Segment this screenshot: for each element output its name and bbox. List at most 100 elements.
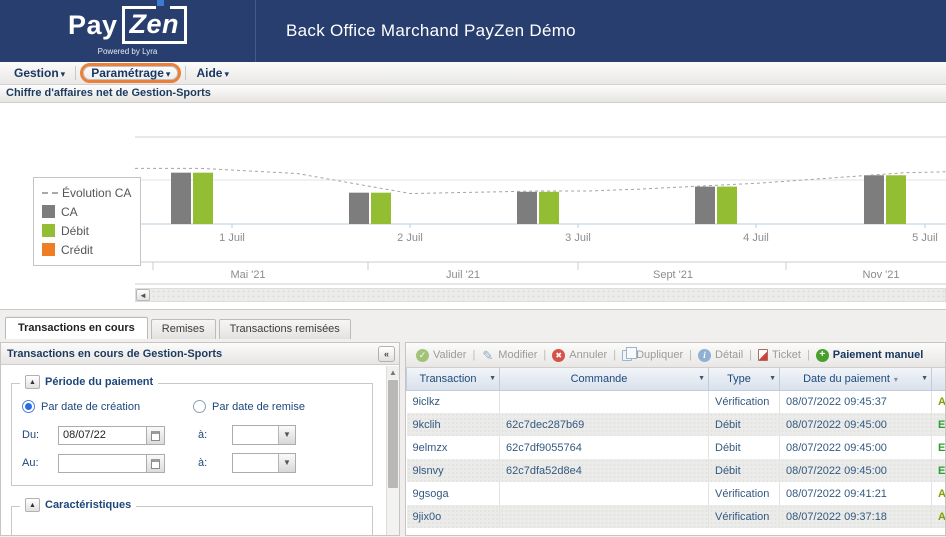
toolbar-separator: | xyxy=(749,349,752,361)
collapse-group-button[interactable]: ▲ xyxy=(25,498,40,512)
table-row[interactable]: 9iclkz Vérification 08/07/2022 09:45:37 A xyxy=(406,390,945,413)
transaction-cell: 9iclkz xyxy=(406,390,500,413)
column-filter-dropdown-icon[interactable]: ▼ xyxy=(921,375,928,382)
commande-cell: 62c7dec287b69 xyxy=(499,413,709,436)
date-from-input[interactable] xyxy=(58,425,146,445)
status-cell-truncated: E xyxy=(931,413,945,436)
group-caracteristiques-label: Caractéristiques xyxy=(45,499,132,511)
payzen-logo-text: Pay Zen xyxy=(68,0,188,44)
chevron-down-icon[interactable]: ▼ xyxy=(278,454,295,472)
toolbar-button-label: Ticket xyxy=(772,349,801,361)
column-filter-dropdown-icon[interactable]: ▼ xyxy=(489,375,496,382)
table-row[interactable]: 9lsnvy 62c7dfa52d8e4 Débit 08/07/2022 09:45… xyxy=(406,459,945,482)
table-row[interactable]: 9jix0o Vérification 08/07/2022 09:37:18 A xyxy=(406,505,945,528)
menu-parametrage[interactable]: Paramétrage ▾ xyxy=(91,66,171,80)
svg-text:Mai '21: Mai '21 xyxy=(230,269,265,281)
collapse-panel-button[interactable]: « xyxy=(378,345,395,362)
tab-bar: Transactions en cours Remises Transactions… xyxy=(0,317,946,339)
toolbar-separator: | xyxy=(613,349,617,361)
toolbar-button-modifier[interactable]: ✎ Modifier xyxy=(477,349,541,362)
column-header-date-du-paiement[interactable]: Date du paiement ▾ ▼ xyxy=(779,368,932,391)
commande-cell xyxy=(499,505,709,528)
tab-transactions-remis-es[interactable]: Transactions remisées xyxy=(218,319,351,339)
radio-button-icon[interactable] xyxy=(22,400,35,413)
radio-button-icon[interactable] xyxy=(193,400,206,413)
toolbar-button-annuler[interactable]: ✖ Annuler xyxy=(548,348,611,362)
date-cell: 08/07/2022 09:45:00 xyxy=(779,459,932,482)
scroll-left-arrow-icon[interactable]: ◄ xyxy=(136,289,150,301)
commande-cell xyxy=(499,482,709,505)
status-cell-truncated: A xyxy=(931,505,945,528)
toolbar-separator: | xyxy=(806,349,810,361)
type-cell: Vérification xyxy=(708,390,780,413)
svg-text:4 Juil: 4 Juil xyxy=(743,232,769,244)
revenue-chart: Évolution CA CA Débit Crédit 1 Juil 2 Juil 3 … xyxy=(0,103,946,310)
chevron-down-icon[interactable]: ▼ xyxy=(278,426,295,444)
tab-transactions-en-cours[interactable]: Transactions en cours xyxy=(5,317,148,339)
date-mode-radios: Par date de création Par date de remise xyxy=(22,400,364,413)
column-filter-dropdown-icon[interactable]: ▼ xyxy=(769,375,776,382)
svg-text:5 Juil: 5 Juil xyxy=(912,232,938,244)
svg-text:Nov '21: Nov '21 xyxy=(863,269,900,281)
menu-aide[interactable]: Aide ▾ xyxy=(196,66,229,80)
color-swatch-icon xyxy=(42,243,55,256)
toolbar-button-d-tail[interactable]: i Détail xyxy=(694,348,747,362)
app-header: Pay Zen Powered by Lyra Back Office March… xyxy=(0,0,946,62)
calendar-icon[interactable] xyxy=(146,425,165,445)
copy-icon xyxy=(622,346,638,361)
toolbar-button-valider[interactable]: ✓ Valider xyxy=(412,348,470,362)
calendar-icon[interactable] xyxy=(146,453,165,473)
column-header-type[interactable]: Type ▼ xyxy=(708,368,780,391)
scrollbar-thumb[interactable] xyxy=(388,380,398,488)
table-row[interactable]: 9elmzx 62c7df9055764 Débit 08/07/2022 09:45… xyxy=(406,436,945,459)
chevron-down-icon: ▾ xyxy=(224,69,229,79)
legend-item-cr-dit: Crédit xyxy=(42,240,131,259)
toolbar-button-ticket[interactable]: Ticket xyxy=(754,349,805,361)
toolbar-button-label: Valider xyxy=(433,349,467,361)
panel-splitter[interactable] xyxy=(400,342,405,536)
time-to-label: à: xyxy=(198,457,208,469)
toolbar-button-paiement-manuel[interactable]: + Paiement manuel xyxy=(812,348,927,362)
scroll-up-arrow-icon[interactable]: ▲ xyxy=(387,366,399,379)
toolbar-button-label: Dupliquer xyxy=(636,349,684,361)
group-periode-legend: ▲ Période du paiement xyxy=(20,375,159,389)
filters-panel-title: Transactions en cours de Gestion-Sports xyxy=(7,347,223,360)
collapse-group-button[interactable]: ▲ xyxy=(25,375,40,389)
toolbar-button-dupliquer[interactable]: Dupliquer xyxy=(618,346,687,361)
table-row[interactable]: 9gsoga Vérification 08/07/2022 09:41:21 A xyxy=(406,482,945,505)
menu-gestion[interactable]: Gestion ▾ xyxy=(14,66,66,80)
time-to-select[interactable]: ▼ xyxy=(232,453,296,473)
table-row[interactable]: 9kclih 62c7dec287b69 Débit 08/07/2022 09:45… xyxy=(406,413,945,436)
radio-par-date-remise[interactable]: Par date de remise xyxy=(193,400,364,413)
du-label: Du: xyxy=(22,429,40,441)
logo-zen-bracket: Zen xyxy=(121,0,188,44)
panel-vertical-scrollbar[interactable]: ▲ xyxy=(386,366,399,535)
pencil-icon: ✎ xyxy=(482,347,494,363)
status-cell-truncated: E xyxy=(931,436,945,459)
column-header-transaction[interactable]: Transaction ▼ xyxy=(406,368,500,391)
legend-item-evolution-ca: Évolution CA xyxy=(42,183,131,202)
group-periode-du-paiement: ▲ Période du paiement Par date de créati… xyxy=(11,375,373,486)
chart-horizontal-scrollbar[interactable]: ◄ xyxy=(135,288,946,302)
date-cell: 08/07/2022 09:45:00 xyxy=(779,413,932,436)
column-header-statut-truncated[interactable] xyxy=(931,368,945,391)
filters-panel-header: Transactions en cours de Gestion-Sports … xyxy=(1,343,399,365)
group-caracteristiques-legend: ▲ Caractéristiques xyxy=(20,498,137,512)
toolbar-button-label: Détail xyxy=(715,349,744,361)
sort-indicator-icon: ▾ xyxy=(893,374,898,384)
transactions-toolbar: ✓ Valider | ✎ Modifier | ✖ Annuler | Dupliquer | i D… xyxy=(406,343,945,368)
column-header-commande[interactable]: Commande ▼ xyxy=(499,368,709,391)
chevron-down-icon: ▾ xyxy=(165,69,171,79)
time-from-select[interactable]: ▼ xyxy=(232,425,296,445)
transaction-cell: 9jix0o xyxy=(406,505,500,528)
logo-tagline: Powered by Lyra xyxy=(97,47,158,56)
radio-par-date-creation[interactable]: Par date de création xyxy=(22,400,193,413)
tab-remises[interactable]: Remises xyxy=(150,319,216,339)
page-title: Back Office Marchand PayZen Démo xyxy=(286,21,576,40)
date-range-fields: Du: à: ▼ Au: à: ▼ xyxy=(22,425,364,473)
column-filter-dropdown-icon[interactable]: ▼ xyxy=(698,375,705,382)
svg-text:Juil '21: Juil '21 xyxy=(446,269,480,281)
legend-item-d-bit: Débit xyxy=(42,221,131,240)
status-cell-truncated: A xyxy=(931,482,945,505)
date-to-input[interactable] xyxy=(58,453,146,473)
